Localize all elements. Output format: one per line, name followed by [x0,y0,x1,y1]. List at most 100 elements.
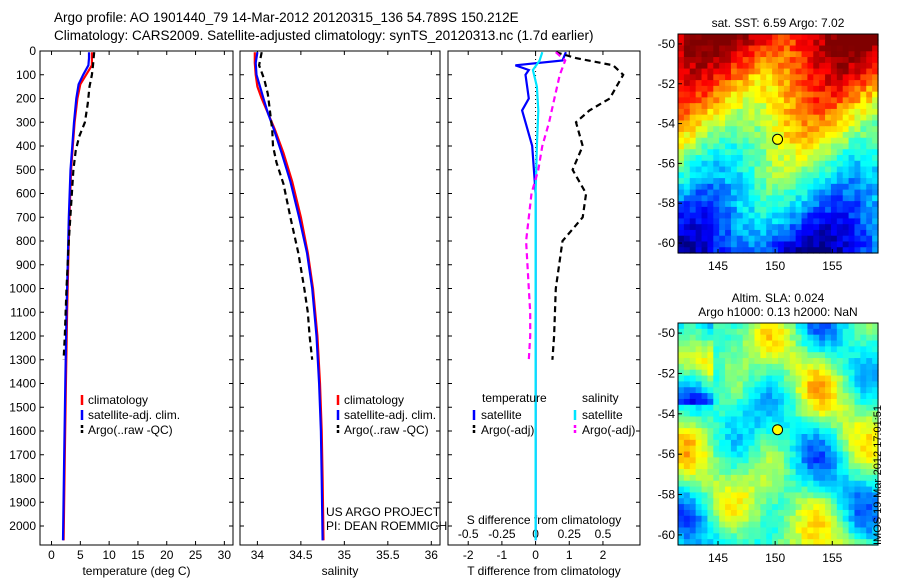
map-cell [754,137,761,145]
map-cell [689,358,697,365]
map-cell [760,439,767,447]
map-cell [754,166,761,173]
map-cell [842,183,850,191]
map-cell [860,480,867,488]
map-cell [819,498,826,505]
map-cell [707,143,714,150]
map-cell [789,62,797,70]
map-cell [719,45,726,52]
map-cell [730,504,738,511]
map-cell [830,160,838,168]
map-cell [813,120,820,127]
map-cell [683,74,691,81]
map-cell [778,241,785,248]
map-cell [778,166,785,173]
map-cell [842,218,850,225]
map-cell [748,445,756,453]
map-cell [866,463,873,470]
map-cell [713,131,720,139]
map-cell [736,363,744,371]
map-cell [819,85,826,93]
map-cell [825,51,832,58]
map-cell [795,57,803,64]
map-cell [725,323,732,330]
map-cell [801,241,809,248]
map-cell [807,422,814,429]
map-cell [854,85,861,93]
map-cell [783,398,791,406]
map-cell [748,201,756,208]
map-cell [742,387,750,394]
map-cell [813,539,820,546]
map-cell [860,39,867,47]
map-cell [689,486,697,494]
map-cell [842,91,850,98]
map-cell [778,492,785,499]
map-cell [760,160,767,168]
map-cell [842,486,850,494]
map-cell [819,235,826,243]
map-cell [842,195,850,202]
map-cell [748,172,756,179]
map-cell [713,509,720,517]
map-cell [742,498,750,505]
map-cell [819,474,826,482]
map-cell [713,62,720,70]
map-cell [683,103,691,110]
map-cell [866,57,873,64]
map-cell [719,120,726,127]
map-cell [842,108,850,116]
map-cell [701,62,709,70]
map-cell [819,358,826,365]
map-cell [807,97,814,104]
map-cell [695,206,703,214]
map-cell [836,74,844,81]
map-cell [701,474,709,482]
legend-title: salinity [582,391,619,405]
panel-frame-2 [239,50,441,546]
map-cell [683,68,691,75]
map-cell [825,375,832,383]
map-cell [683,486,691,494]
map-cell [701,97,709,104]
map-cell [713,149,720,156]
map-cell [678,229,685,237]
map-cell [689,498,697,505]
map-cell [748,108,756,116]
map-cell [860,80,867,87]
sst-field [678,34,879,254]
map-cell [872,457,879,464]
map-cell [766,80,773,87]
map-cell [819,509,826,517]
map-cell [813,39,820,47]
map-cell [683,149,691,156]
map-cell [748,521,756,529]
map-cell [783,143,791,150]
map-cell [707,218,714,225]
map-cell [683,85,691,93]
map-cell [678,149,685,156]
map-cell [813,457,820,464]
map-cell [707,206,714,214]
map-cell [842,451,850,458]
map-cell [766,51,773,58]
map-cell [807,445,814,453]
map-cell [848,369,856,377]
map-cell [813,387,820,394]
map-cell [783,172,791,179]
map-cell [719,369,726,377]
map-cell [736,469,744,476]
map-cell [713,218,720,225]
map-cell [836,39,844,47]
map-cell [695,241,703,248]
map-cell [854,346,861,353]
map-cell [683,34,691,41]
map-cell [819,149,826,156]
map-cell [848,439,856,447]
map-cell [819,183,826,191]
map-cell [766,428,773,435]
map-cell [830,80,838,87]
map-cell [725,91,732,98]
map-cell [813,509,820,517]
map-cell [836,137,844,145]
